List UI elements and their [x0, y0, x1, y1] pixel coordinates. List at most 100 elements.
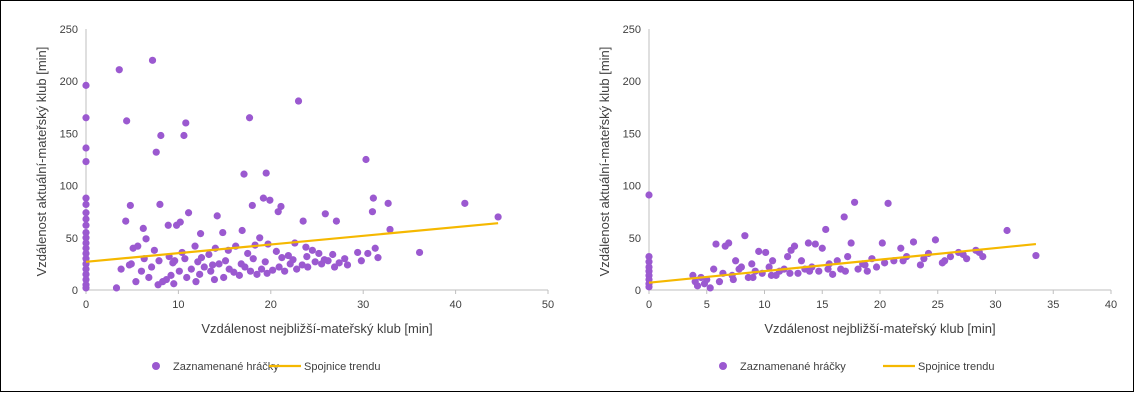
x-tick-label: 0 [646, 299, 652, 311]
data-point [369, 194, 377, 202]
data-point [137, 267, 146, 275]
data-point [191, 242, 199, 250]
data-point [863, 267, 871, 275]
data-point [645, 191, 653, 199]
x-tick-label: 15 [816, 299, 828, 311]
data-point [931, 236, 940, 244]
data-point [82, 249, 90, 258]
data-point [139, 224, 147, 233]
data-point [123, 117, 131, 125]
data-point [330, 263, 339, 271]
data-point [259, 194, 268, 202]
data-point [494, 213, 502, 221]
data-point [289, 256, 297, 264]
x-tick-label: 5 [704, 299, 710, 311]
data-point [920, 255, 928, 263]
data-point [157, 131, 165, 140]
data-point [82, 270, 90, 278]
x-tick-label: 30 [357, 299, 369, 311]
data-point [897, 244, 905, 252]
x-tick-label: 50 [542, 299, 554, 311]
data-point [207, 267, 215, 275]
data-point [299, 217, 307, 225]
data-point [181, 255, 189, 263]
data-point [341, 255, 349, 263]
data-point [82, 81, 90, 89]
x-tick-label: 20 [265, 299, 277, 311]
data-point [263, 269, 271, 277]
data-point [320, 256, 328, 264]
y-tick-label: 250 [623, 24, 641, 36]
data-point [304, 263, 312, 271]
data-point [645, 283, 653, 291]
data-point [275, 263, 283, 271]
data-point [357, 257, 365, 265]
data-point [162, 275, 170, 284]
data-point [82, 209, 90, 217]
data-point [693, 282, 702, 290]
data-point [909, 238, 918, 246]
data-point [729, 275, 737, 284]
data-point [82, 244, 90, 252]
data-point [332, 217, 341, 225]
legend-label-points: Zaznamenané hráčky [740, 361, 846, 373]
data-point [184, 209, 193, 217]
data-point [811, 240, 819, 248]
data-point [125, 261, 134, 269]
data-point [261, 258, 269, 266]
x-tick-label: 10 [758, 299, 770, 311]
data-point [710, 265, 718, 273]
data-point [765, 263, 773, 271]
legend-marker-points [152, 362, 160, 370]
data-point [246, 267, 255, 275]
data-point [371, 244, 379, 252]
y-tick-label: 100 [623, 181, 641, 193]
chart-1: 0 50 100 150 200 250 0 10 20 30 40 50 Vzdálenost nej… [34, 24, 554, 373]
data-point [786, 269, 794, 277]
data-point [115, 66, 123, 74]
data-point [205, 250, 213, 259]
x-tick-label: 30 [989, 299, 1001, 311]
data-point [829, 270, 837, 278]
data-point [815, 267, 823, 275]
data-point [82, 194, 90, 202]
data-point [238, 226, 246, 235]
data-point [386, 225, 394, 234]
data-point [941, 257, 949, 265]
data-point [384, 199, 392, 207]
data-point [737, 263, 746, 271]
data-point [208, 261, 217, 269]
data-point [175, 267, 183, 275]
data-point [881, 259, 889, 267]
data-point [248, 201, 256, 210]
data-point [854, 265, 862, 273]
data-point [155, 257, 163, 265]
data-point [266, 196, 274, 204]
data-point [272, 247, 280, 255]
data-point [354, 248, 362, 257]
data-point [308, 246, 316, 254]
data-point [82, 275, 90, 284]
data-point [196, 270, 204, 278]
x-tick-label: 40 [1105, 299, 1117, 311]
y-axis-label: Vzdálenost aktuální-mateřský klub [min] [597, 47, 612, 277]
data-point [749, 273, 757, 282]
y-tick-label: 50 [66, 233, 78, 245]
data-point [170, 280, 178, 288]
data-point [841, 267, 849, 275]
data-point [715, 278, 724, 286]
x-tick-label: 40 [449, 299, 461, 311]
data-point [335, 259, 343, 267]
data-point [237, 260, 245, 268]
trend-line [648, 242, 1037, 284]
data-point [82, 265, 90, 273]
data-point [235, 271, 243, 279]
data-point [142, 235, 150, 243]
data-point [82, 284, 90, 292]
data-point [840, 213, 848, 221]
data-point [844, 252, 852, 261]
data-point [150, 246, 158, 254]
data-point [818, 244, 826, 252]
data-point [364, 249, 372, 258]
